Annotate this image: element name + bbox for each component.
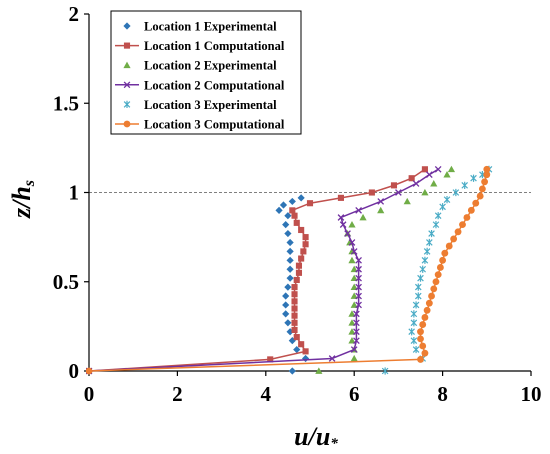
square-point [294,220,300,226]
square-point [298,255,304,261]
circle-point [417,335,424,342]
square-point [409,175,415,181]
legend-label: Location 3 Computational [144,118,285,132]
circle-point [483,166,490,173]
legend-square-swatch [124,43,130,49]
circle-point [472,200,479,207]
circle-point [439,257,446,264]
circle-point [422,350,429,357]
legend: Location 1 Experimental Location 1 Comput… [111,11,301,134]
circle-point [419,321,426,328]
circle-point [441,250,448,257]
square-point [338,195,344,201]
legend-item-5: Location 3 Experimental [124,98,277,112]
circle-point [459,221,466,228]
legend-label: Location 2 Experimental [144,59,277,73]
square-point [303,348,309,354]
x-tick-label: 10 [521,382,542,406]
square-point [307,200,313,206]
square-point [294,277,300,283]
y-tick-label: 1.5 [53,91,79,115]
square-point [291,213,297,219]
legend-label: Location 3 Experimental [144,98,277,112]
x-tick-label: 8 [437,382,448,406]
square-point [298,341,304,347]
circle-point [417,328,424,335]
circle-point [426,300,433,307]
square-point [391,182,397,188]
square-point [303,234,309,240]
y-axis-title-main: z/h [7,186,36,219]
y-tick-label: 0.5 [53,270,79,294]
legend-circle-swatch [124,121,131,128]
legend-label: Location 1 Computational [144,39,285,53]
circle-point [437,264,444,271]
circle-point [435,271,442,278]
square-point [369,189,375,195]
square-point [291,284,297,290]
circle-point [86,368,93,375]
x-axis-title-main: u/u [294,422,330,451]
square-point [291,313,297,319]
circle-point [430,285,437,292]
legend-item-1: Location 1 Experimental [123,20,277,34]
circle-point [417,356,424,363]
y-axis-title-sub: s [21,180,38,187]
x-tick-label: 6 [349,382,360,406]
y-tick-label: 1 [69,181,80,205]
circle-point [422,314,429,321]
legend-label: Location 2 Computational [144,78,285,92]
square-point [289,207,295,213]
x-tick-label: 4 [261,382,272,406]
square-point [291,327,297,333]
square-point [296,270,302,276]
square-point [294,334,300,340]
square-point [291,320,297,326]
square-point [303,241,309,247]
square-point [291,298,297,304]
circle-point [419,343,426,350]
circle-point [481,178,488,185]
circle-point [424,307,431,314]
legend-item-3: Location 2 Experimental [123,59,277,73]
circle-point [477,193,484,200]
circle-point [450,235,457,242]
square-point [422,166,428,172]
square-point [298,227,304,233]
square-point [300,248,306,254]
square-point [291,291,297,297]
circle-point [433,278,440,285]
legend-label: Location 1 Experimental [144,20,277,34]
x-tick-label: 2 [172,382,183,406]
circle-point [463,214,470,221]
circle-point [446,243,453,250]
x-axis-title-sub: * [330,436,338,452]
square-point [291,305,297,311]
circle-point [468,207,475,214]
y-tick-label: 2 [69,2,80,26]
x-tick-label: 0 [84,382,95,406]
square-point [296,263,302,269]
circle-point [455,228,462,235]
y-tick-label: 0 [69,359,80,383]
circle-point [479,186,486,193]
circle-point [428,293,435,300]
